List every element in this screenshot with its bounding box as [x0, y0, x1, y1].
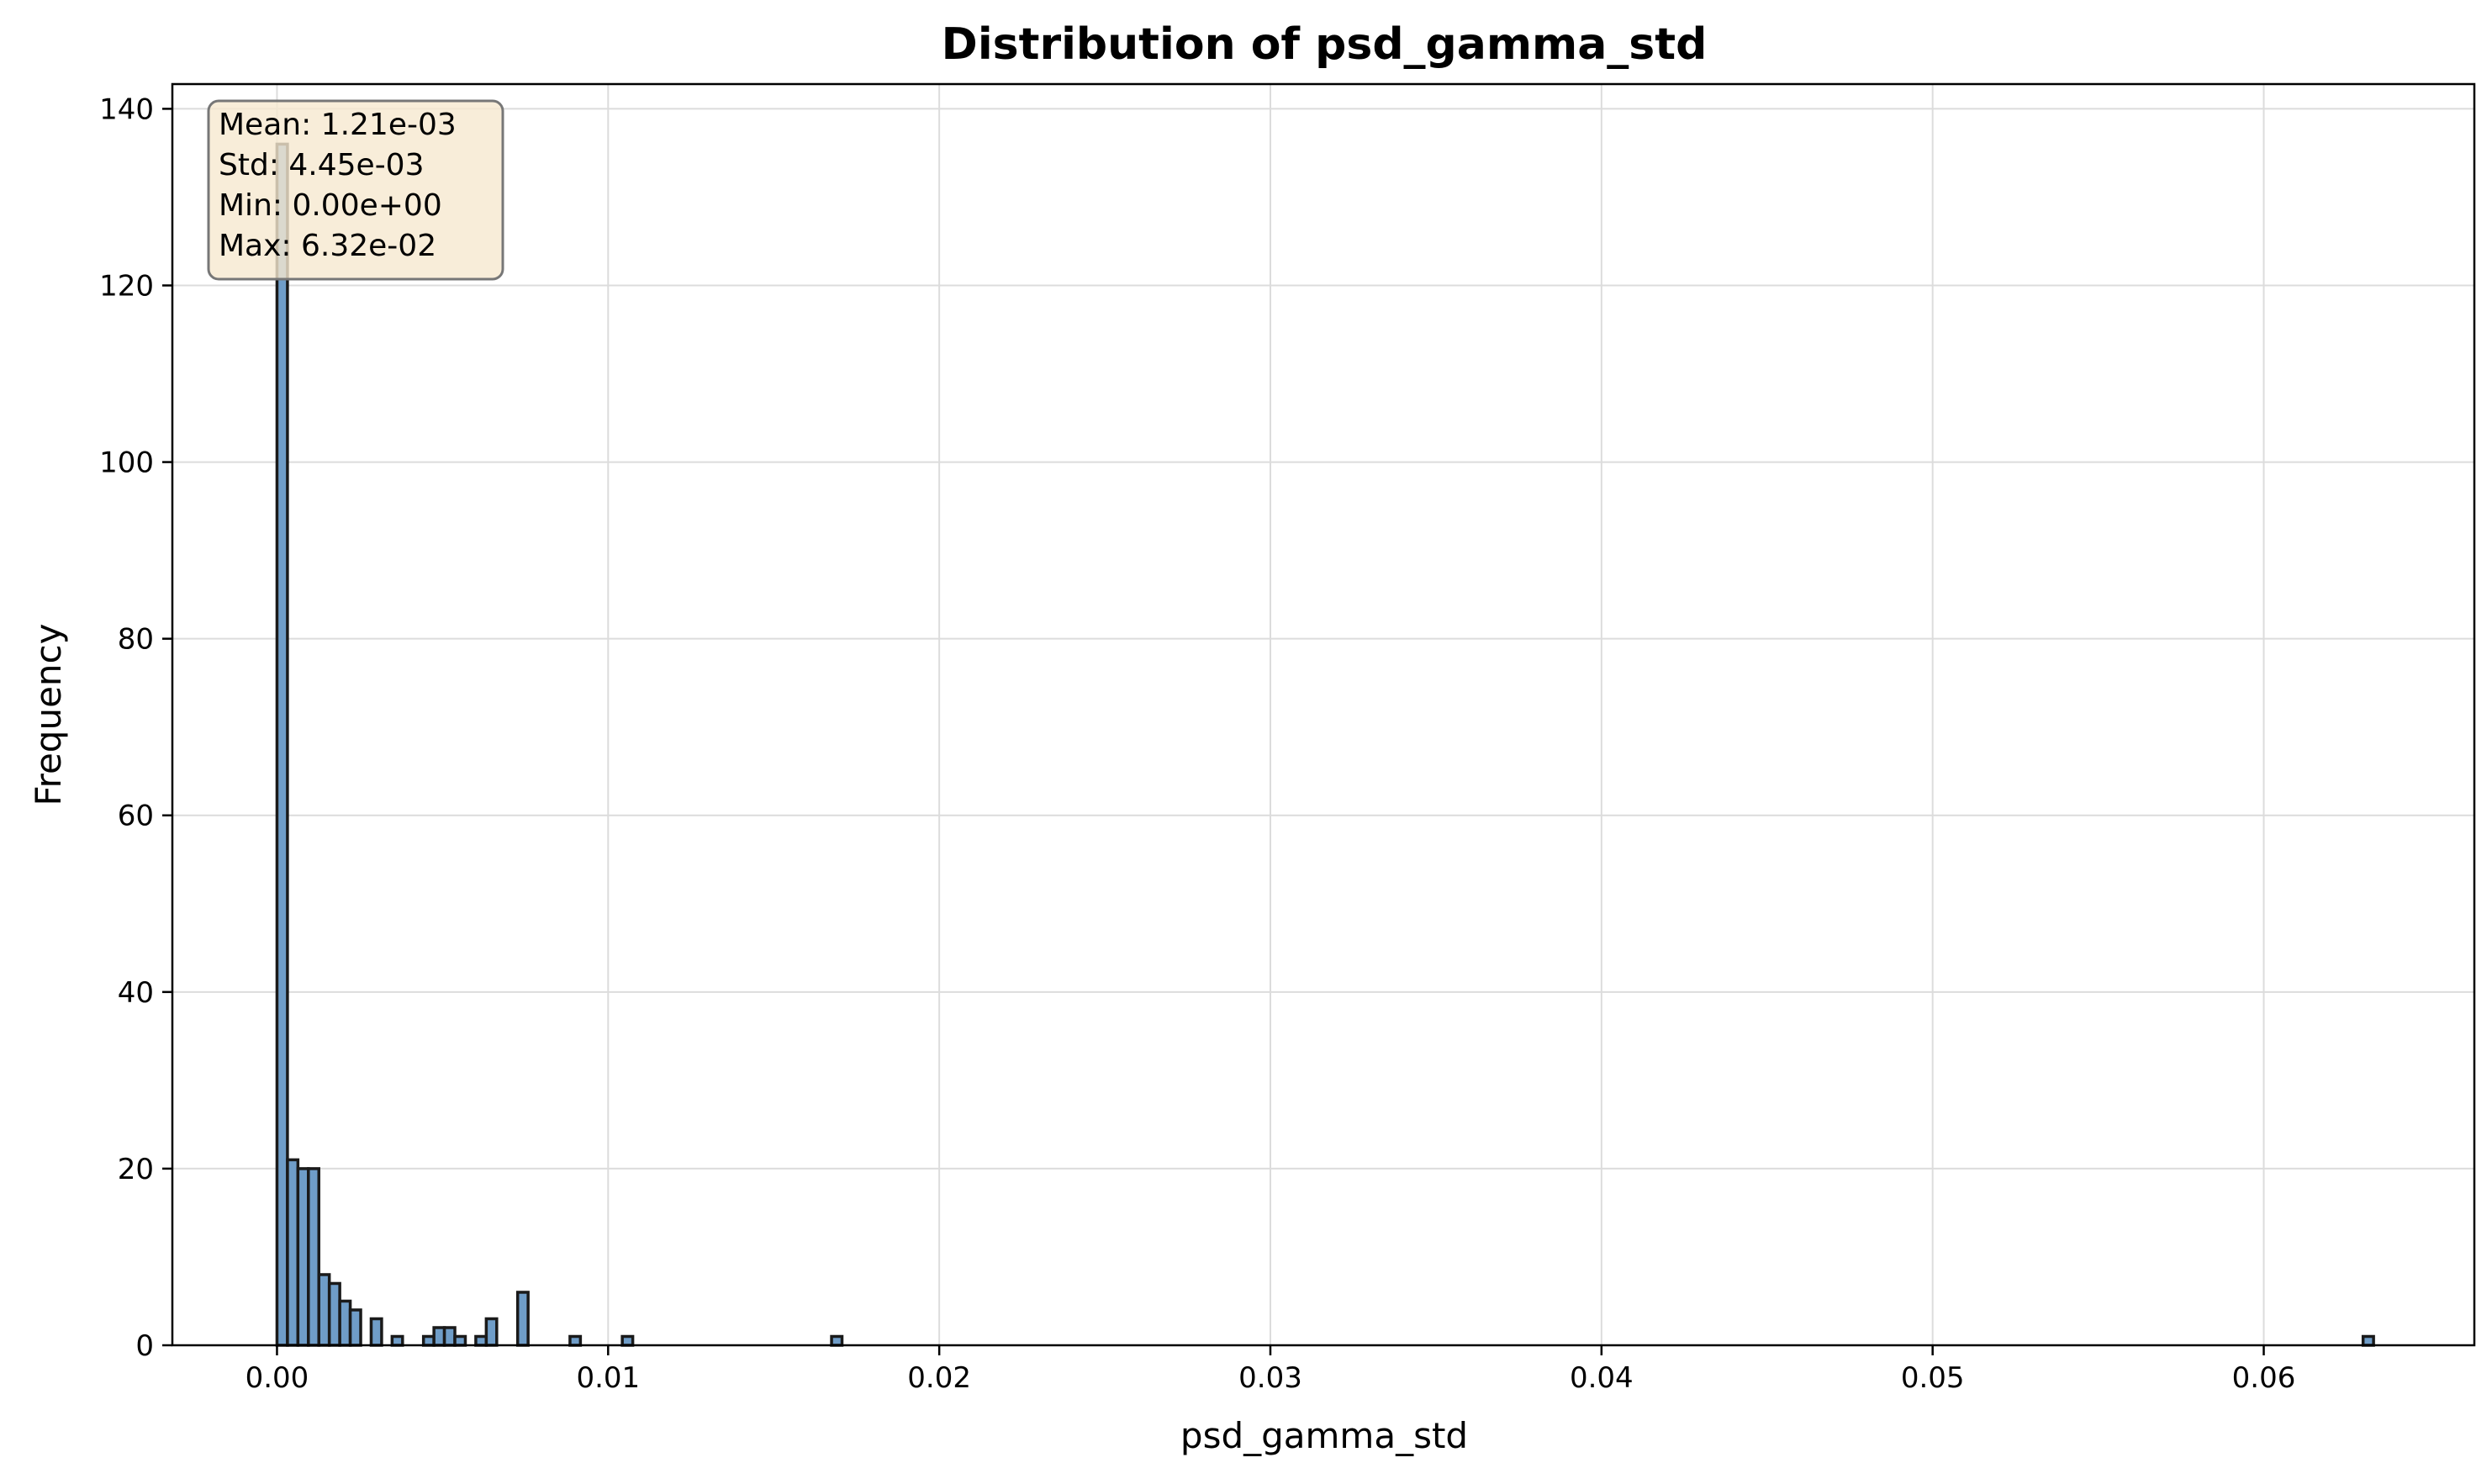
y-tick-label: 140	[99, 92, 154, 126]
histogram-bar	[620, 1334, 635, 1347]
x-tick-label: 0.03	[1238, 1361, 1302, 1395]
x-tick-label: 0.00	[246, 1361, 309, 1395]
histogram-bar	[338, 1299, 352, 1347]
histogram-bar	[369, 1317, 383, 1347]
y-tick-label: 60	[118, 800, 154, 833]
histogram-bar	[474, 1334, 488, 1347]
histogram-bar	[515, 1291, 530, 1347]
histogram-bar	[453, 1334, 467, 1347]
stats-std: Std: 4.45e-03	[219, 148, 425, 182]
y-tick-label: 0	[135, 1329, 154, 1363]
y-axis-label: Frequency	[28, 624, 69, 806]
x-axis-ticks: 0.00 0.01 0.02 0.03 0.04 0.05 0.06	[246, 1345, 2296, 1395]
y-axis-ticks: 0 20 40 60 80 100 120 140	[99, 92, 172, 1363]
histogram-bar	[830, 1334, 844, 1347]
stats-max: Max: 6.32e-02	[219, 229, 436, 263]
histogram-bar	[432, 1326, 446, 1347]
histogram-bar	[307, 1167, 320, 1347]
y-tick-label: 20	[118, 1153, 154, 1186]
x-tick-label: 0.05	[1901, 1361, 1965, 1395]
stats-box-background	[207, 99, 504, 281]
x-axis-label: psd_gamma_std	[1180, 1415, 1468, 1456]
x-tick-label: 0.06	[2232, 1361, 2296, 1395]
histogram-bar	[568, 1334, 583, 1347]
stats-min: Min: 0.00e+00	[219, 188, 442, 223]
y-tick-label: 120	[99, 269, 154, 303]
x-tick-label: 0.02	[907, 1361, 971, 1395]
histogram-bar	[390, 1334, 404, 1347]
chart-title: Distribution of psd_gamma_std	[942, 19, 1708, 70]
histogram-bar	[442, 1326, 457, 1347]
x-tick-label: 0.04	[1570, 1361, 1634, 1395]
y-tick-label: 100	[99, 446, 154, 480]
histogram-bar	[286, 1158, 300, 1347]
stats-mean: Mean: 1.21e-03	[219, 108, 457, 142]
histogram-bar	[275, 142, 289, 1347]
plot-frame	[171, 82, 2476, 1347]
histogram-bar	[327, 1281, 341, 1347]
histogram-bar	[2361, 1334, 2375, 1347]
histogram-bar	[296, 1167, 310, 1347]
x-tick-label: 0.01	[576, 1361, 640, 1395]
y-tick-label: 80	[118, 623, 154, 657]
histogram-bar	[348, 1308, 362, 1347]
histogram-bar	[421, 1334, 436, 1347]
stats-box: Mean: 1.21e-03 Std: 4.45e-03 Min: 0.00e+…	[207, 99, 504, 281]
y-tick-label: 40	[118, 976, 154, 1010]
histogram-bar	[317, 1273, 331, 1347]
histogram-bar	[484, 1317, 499, 1347]
